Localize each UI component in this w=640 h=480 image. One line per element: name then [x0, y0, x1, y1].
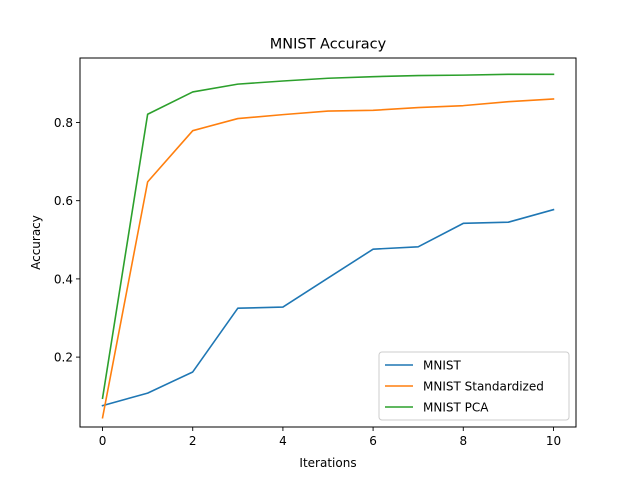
plot-lines [101, 73, 555, 419]
y-tick-label: 0.8 [54, 116, 73, 130]
legend-label-1: MNIST Standardized [423, 380, 544, 394]
x-tick-label: 10 [546, 434, 561, 448]
y-tick-label: 0.4 [54, 272, 73, 286]
x-axis-title: Iterations [299, 456, 356, 470]
legend-label-0: MNIST [423, 359, 461, 373]
series-line-2 [101, 73, 555, 400]
series-line-1 [101, 98, 555, 419]
x-tick-label: 6 [369, 434, 377, 448]
legend: MNIST MNIST Standardized MNIST PCA [378, 351, 570, 421]
x-tick-label: 0 [99, 434, 107, 448]
y-tick-label: 0.2 [54, 351, 73, 365]
y-axis-title: Accuracy [29, 215, 43, 270]
y-axis: 0.2 0.4 0.6 0.8 [54, 116, 80, 365]
legend-box [378, 351, 570, 421]
series-line-0 [101, 208, 555, 407]
x-tick-label: 4 [279, 434, 287, 448]
legend-label-2: MNIST PCA [423, 401, 489, 415]
x-tick-label: 2 [189, 434, 197, 448]
x-tick-label: 8 [459, 434, 467, 448]
x-axis: 0 2 4 6 8 10 [99, 427, 561, 448]
chart-title: MNIST Accuracy [270, 37, 387, 53]
y-tick-label: 0.6 [54, 194, 73, 208]
plot-frame [79, 57, 577, 428]
